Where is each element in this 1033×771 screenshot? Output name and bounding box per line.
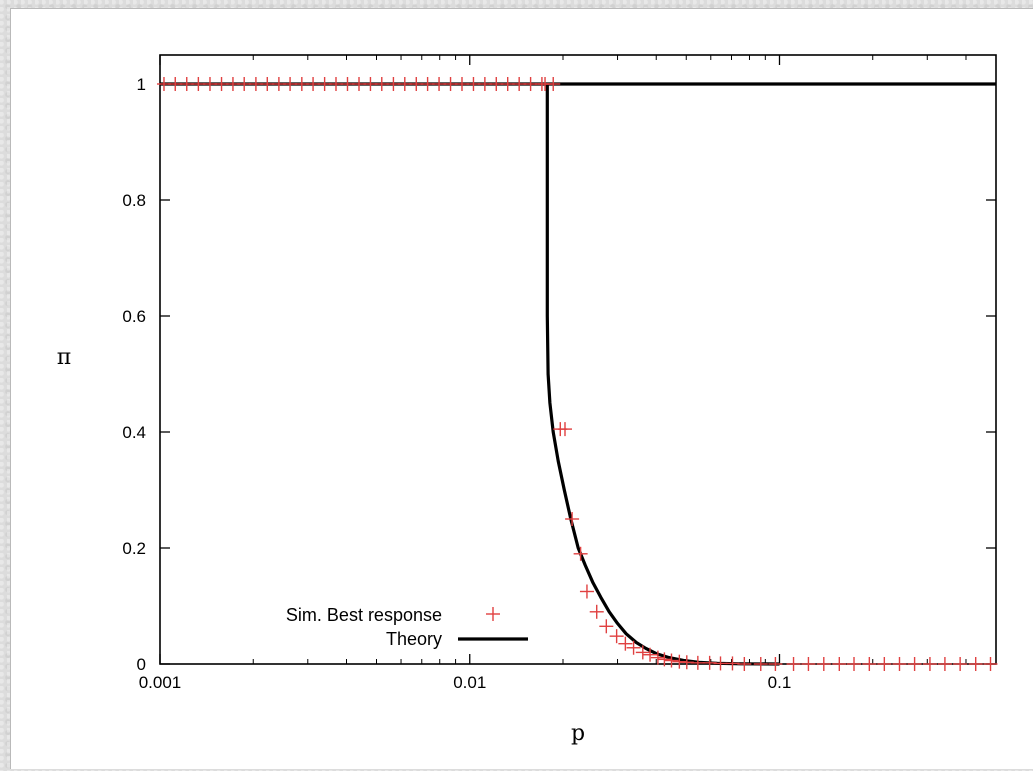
- legend: Sim. Best response Theory: [286, 605, 528, 649]
- data-point: [237, 77, 252, 91]
- data-point: [546, 77, 561, 91]
- data-point: [626, 640, 641, 655]
- data-point: [664, 653, 679, 668]
- data-point: [892, 657, 907, 671]
- data-point: [643, 647, 658, 662]
- data-point: [609, 629, 624, 644]
- data-point: [768, 657, 783, 671]
- data-point: [713, 656, 728, 671]
- data-point: [565, 512, 580, 526]
- data-point: [953, 657, 968, 671]
- data-point: [579, 584, 594, 599]
- x-tick-label: 0.01: [453, 673, 486, 692]
- data-point: [832, 657, 847, 671]
- data-point: [983, 657, 998, 671]
- data-point: [618, 636, 633, 651]
- data-point: [847, 657, 862, 671]
- data-point: [690, 655, 705, 670]
- simulation-points: [156, 77, 998, 671]
- y-tick-label: 0.4: [122, 423, 146, 442]
- data-point: [635, 645, 650, 660]
- tick-marks: [159, 55, 996, 665]
- plot-window: [10, 8, 1033, 769]
- y-tick-label: 0: [137, 655, 146, 674]
- data-point: [862, 657, 877, 671]
- data-point: [922, 657, 937, 671]
- data-point: [573, 546, 588, 561]
- data-point: [725, 656, 740, 671]
- theory-line: [545, 84, 780, 666]
- data-point: [937, 657, 952, 671]
- y-tick-label: 0.6: [122, 307, 146, 326]
- y-tick-label: 0.2: [122, 539, 146, 558]
- data-point: [283, 77, 298, 91]
- tick-labels: 0.001 0.01 0.1 0 0.2 0.4 0.6 0.8 1: [122, 75, 791, 692]
- x-tick-label: 0.1: [768, 673, 792, 692]
- theory-curve: [160, 82, 996, 666]
- data-point: [599, 619, 614, 634]
- data-point: [753, 657, 768, 671]
- data-point: [907, 657, 922, 671]
- legend-label-theory: Theory: [386, 629, 442, 649]
- y-tick-label: 0.8: [122, 191, 146, 210]
- y-axis-title: π: [57, 345, 71, 370]
- legend-label-simulation: Sim. Best response: [286, 605, 442, 625]
- data-point: [737, 657, 752, 671]
- plot-area-frame: [159, 54, 997, 665]
- data-point: [557, 422, 572, 437]
- x-tick-label: 0.001: [139, 673, 182, 692]
- data-point: [650, 650, 665, 665]
- data-point: [968, 657, 983, 671]
- y-tick-label: 1: [137, 75, 146, 94]
- data-point: [657, 652, 672, 667]
- data-point: [877, 657, 892, 671]
- data-point: [589, 604, 604, 619]
- data-point: [801, 657, 816, 671]
- x-axis-title: p: [571, 721, 585, 746]
- legend-marker-simulation: [486, 607, 500, 621]
- data-point: [816, 657, 831, 671]
- data-point: [786, 657, 801, 671]
